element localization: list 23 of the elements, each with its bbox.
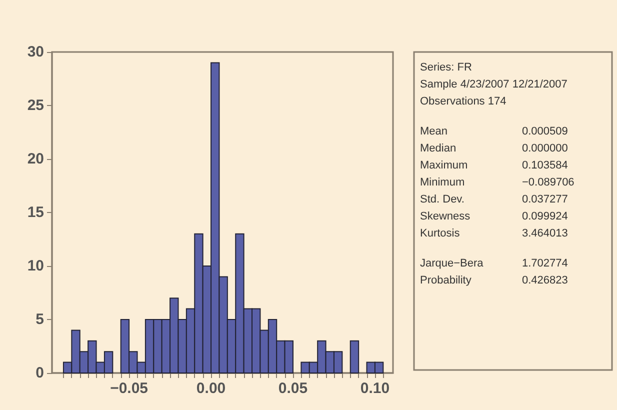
x-tick-label: 0.10: [360, 380, 390, 397]
y-tick-label: 10: [27, 258, 44, 274]
text: Median 0.000000: [420, 142, 568, 154]
text: Std. Dev. 0.037277: [420, 194, 568, 206]
y-tick-label: 5: [36, 311, 44, 328]
x-tick-label: 0.00: [196, 380, 226, 397]
y-tick-label: 0: [36, 364, 44, 382]
text: Kurtosis 3.464013: [420, 228, 568, 240]
y-tick-label: 30: [27, 44, 44, 60]
y-tick-label: 15: [27, 204, 44, 221]
text: Sample 4/23/2007 12/21/2007: [420, 78, 568, 90]
text: Observations 174: [420, 96, 506, 108]
y-tick-label: 25: [27, 97, 44, 114]
text: Mean 0.000509: [420, 126, 568, 138]
y-tick-label: 20: [27, 150, 44, 168]
text: Series: FR: [420, 62, 472, 74]
text: Maximum 0.103584: [420, 160, 568, 172]
text: Skewness 0.099924: [420, 210, 568, 222]
text: Jarque−Bera 1.702774: [420, 258, 568, 270]
x-tick-label: 0.05: [278, 380, 308, 397]
text: Minimum −0.089706: [420, 176, 574, 188]
x-tick-label: −0.05: [110, 380, 148, 397]
text: Probability 0.426823: [420, 274, 568, 286]
